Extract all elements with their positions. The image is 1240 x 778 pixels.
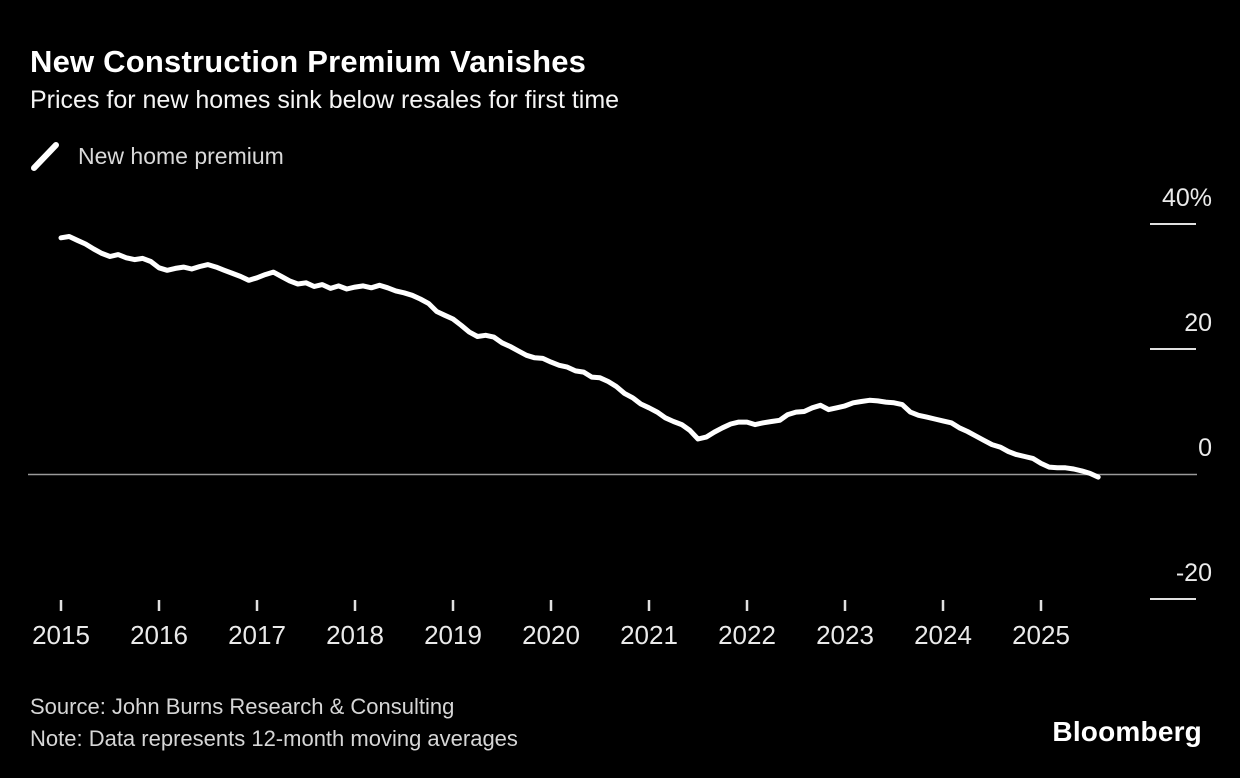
y-axis-label-0: 0 — [1198, 434, 1212, 462]
x-axis-label-2018: 2018 — [326, 620, 384, 650]
line-series-marker-icon — [31, 142, 59, 171]
y-axis-label-20: 20 — [1184, 309, 1212, 337]
chart-title: New Construction Premium Vanishes — [30, 44, 587, 79]
y-axis-label-40: 40% — [1161, 184, 1212, 212]
x-axis-label-2022: 2022 — [718, 620, 776, 650]
note-text: Note: Data represents 12-month moving av… — [30, 726, 518, 751]
x-axis-label-2015: 2015 — [32, 620, 90, 650]
legend-label: New home premium — [78, 142, 284, 169]
x-axis-label-2016: 2016 — [130, 620, 188, 650]
new-home-premium-line — [58, 234, 1101, 480]
chart-subtitle: Prices for new homes sink below resales … — [30, 86, 620, 114]
x-axis-label-2024: 2024 — [914, 620, 972, 650]
x-axis-label-2023: 2023 — [816, 620, 874, 650]
legend: New home premium — [30, 141, 284, 171]
x-axis-label-2019: 2019 — [424, 620, 482, 650]
x-axis-label-2025: 2025 — [1012, 620, 1070, 650]
x-axis-label-2020: 2020 — [522, 620, 580, 650]
bloomberg-logo: Bloomberg — [1052, 716, 1202, 747]
y-axis-label--20: -20 — [1175, 559, 1212, 587]
x-axis-label-2021: 2021 — [620, 620, 678, 650]
source-text: Source: John Burns Research & Consulting — [30, 694, 455, 719]
x-axis-label-2017: 2017 — [228, 620, 286, 650]
